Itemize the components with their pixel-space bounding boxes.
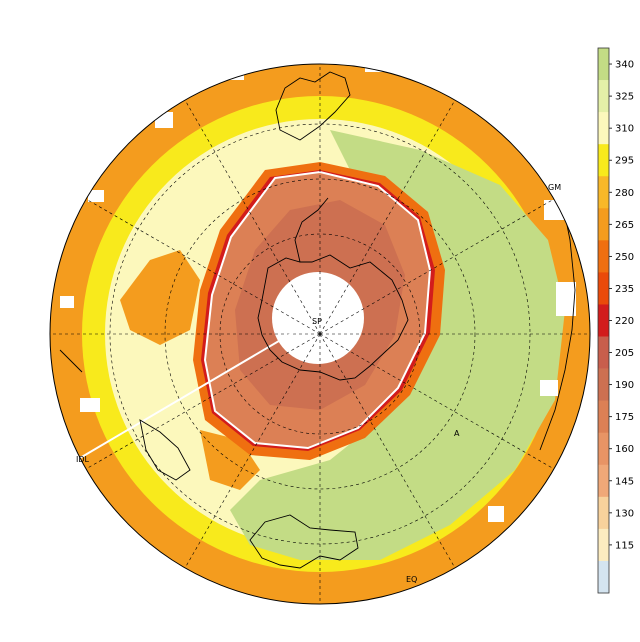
colorbar-swatch <box>598 176 609 209</box>
western-orange-patch <box>120 250 200 345</box>
colorbar-swatch <box>598 464 609 498</box>
colorbar-swatch <box>598 144 609 177</box>
colorbar-tick-label: 145 <box>615 476 634 487</box>
colorbar: 340 325 310 295 280 265 250 235 220 205 190 175 160 1… <box>597 47 634 594</box>
greenwich-label: GM <box>548 183 561 192</box>
date-line-segment <box>79 317 319 459</box>
colorbar-swatch <box>598 496 609 530</box>
colorbar-tick-label: 235 <box>615 284 634 295</box>
date-line-label: IDL <box>76 455 90 464</box>
colorbar-swatch <box>598 208 609 241</box>
graticule <box>50 64 590 604</box>
colorbar-tick-label: 310 <box>615 124 634 135</box>
southwest-orange-patch <box>200 430 260 490</box>
africa-marker-label: A <box>454 429 460 438</box>
colorbar-swatch <box>598 48 609 81</box>
map-boundary <box>49 63 591 605</box>
colorbar-frame <box>597 47 610 594</box>
colorbar-swatch <box>598 400 609 434</box>
colorbar-swatch <box>598 336 609 369</box>
colorbar-swatch <box>598 240 609 273</box>
south-pole-label: SP <box>312 317 322 326</box>
colorbar-tick-label: 220 <box>615 316 634 327</box>
colorbar-tick-label: 280 <box>615 188 634 199</box>
colorbar-tick-label: 205 <box>615 348 634 359</box>
colorbar-tick-label: 190 <box>615 380 634 391</box>
colorbar-tick-label: 325 <box>615 92 634 103</box>
green-high-ozone-sector <box>230 130 565 560</box>
colorbar-tick-label: 130 <box>615 508 634 519</box>
colorbar-tick-label: 160 <box>615 444 634 455</box>
equator-label: EQ <box>406 575 417 584</box>
colorbar-swatch <box>598 272 609 305</box>
colorbar-tick-label: 265 <box>615 220 634 231</box>
colorbar-swatch <box>598 432 609 466</box>
colorbar-tick-label: 250 <box>615 252 634 263</box>
colorbar-tick-label: 340 <box>615 60 634 71</box>
colorbar-swatch <box>598 560 609 594</box>
ozone-hole-contour <box>203 170 432 450</box>
colorbar-swatch <box>598 368 609 401</box>
colorbar-swatch <box>598 304 609 337</box>
colorbar-tick-label: 295 <box>615 156 634 167</box>
colorbar-swatch <box>598 80 609 113</box>
colorbar-swatch <box>598 528 609 562</box>
map-disc <box>50 64 590 604</box>
colorbar-tick-label: 175 <box>615 412 634 423</box>
colorbar-tick-label: 115 <box>615 540 634 551</box>
colorbar-swatch <box>598 112 609 145</box>
